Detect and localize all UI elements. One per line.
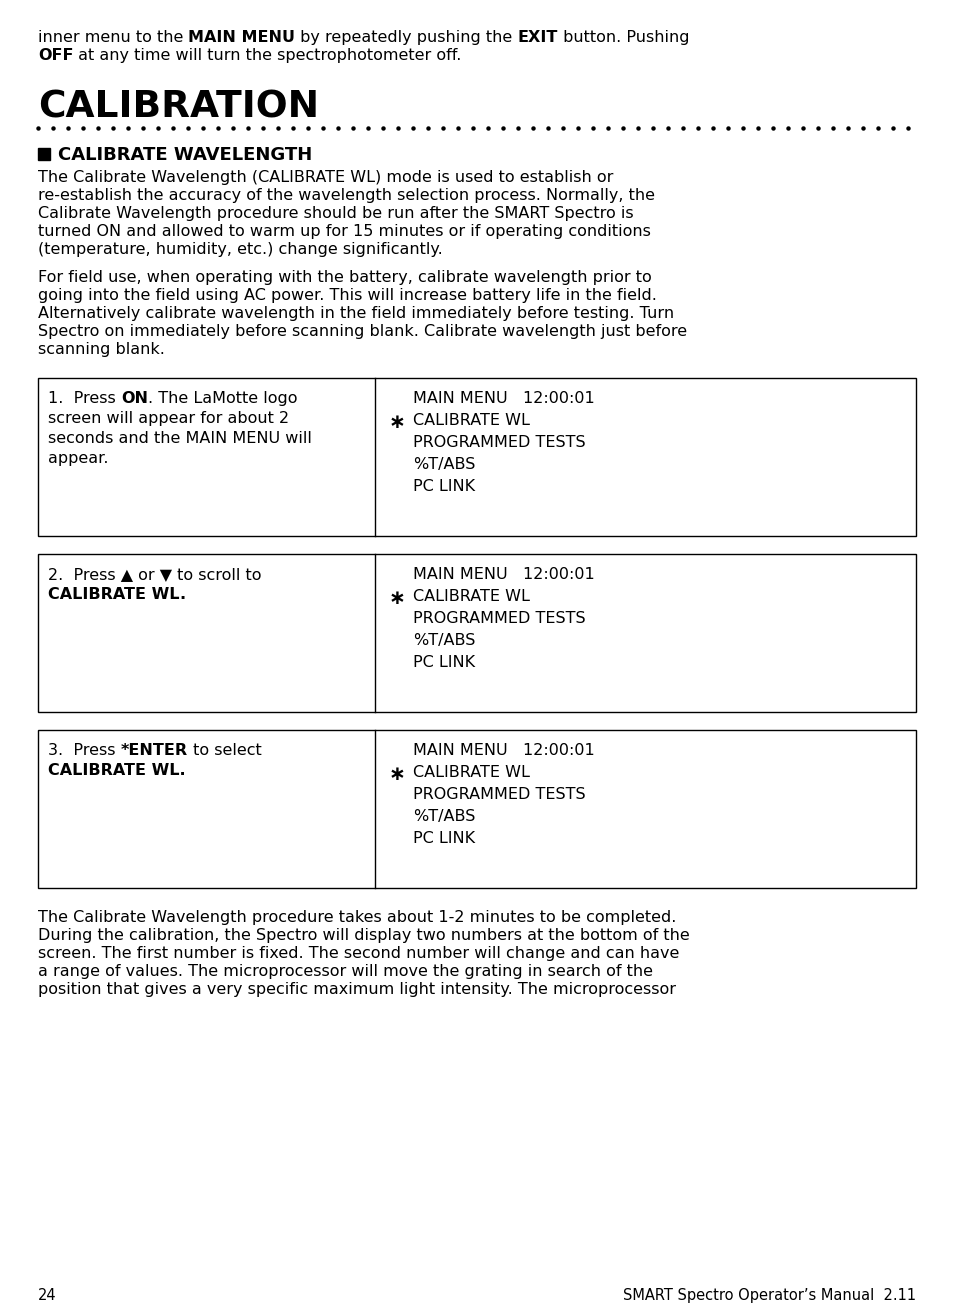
Text: CALIBRATE WL: CALIBRATE WL — [413, 765, 529, 781]
Text: *ENTER: *ENTER — [120, 743, 188, 758]
Text: PC LINK: PC LINK — [413, 655, 475, 670]
Text: CALIBRATE WL: CALIBRATE WL — [413, 413, 529, 428]
Text: appear.: appear. — [48, 451, 109, 466]
Text: MAIN MENU   12:00:01: MAIN MENU 12:00:01 — [413, 391, 594, 405]
Text: MAIN MENU   12:00:01: MAIN MENU 12:00:01 — [413, 743, 594, 758]
Text: .: . — [179, 586, 186, 602]
Text: screen will appear for about 2: screen will appear for about 2 — [48, 411, 289, 426]
Text: Alternatively calibrate wavelength in the field immediately before testing. Turn: Alternatively calibrate wavelength in th… — [38, 306, 674, 321]
Text: ∗: ∗ — [389, 413, 405, 432]
Text: going into the field using AC power. This will increase battery life in the fiel: going into the field using AC power. Thi… — [38, 289, 657, 303]
Text: a range of values. The microprocessor will move the grating in search of the: a range of values. The microprocessor wi… — [38, 964, 652, 979]
Text: MAIN MENU   12:00:01: MAIN MENU 12:00:01 — [413, 567, 594, 583]
Bar — [38, 148, 50, 160]
Text: PC LINK: PC LINK — [413, 830, 475, 846]
Text: . The LaMotte logo: . The LaMotte logo — [148, 391, 297, 405]
Text: Spectro on immediately before scanning blank. Calibrate wavelength just before: Spectro on immediately before scanning b… — [38, 324, 686, 338]
Text: turned ON and allowed to warm up for 15 minutes or if operating conditions: turned ON and allowed to warm up for 15 … — [38, 224, 650, 239]
Text: 2.  Press ▲ or ▼ to scroll to: 2. Press ▲ or ▼ to scroll to — [48, 567, 261, 583]
Text: 3.  Press: 3. Press — [48, 743, 120, 758]
Text: re-establish the accuracy of the wavelength selection process. Normally, the: re-establish the accuracy of the wavelen… — [38, 188, 655, 203]
Text: ∗: ∗ — [389, 765, 405, 785]
Text: The Calibrate Wavelength procedure takes about 1-2 minutes to be completed.: The Calibrate Wavelength procedure takes… — [38, 911, 676, 925]
Text: CALIBRATE WL.: CALIBRATE WL. — [48, 764, 186, 778]
Text: to select: to select — [188, 743, 261, 758]
Text: PC LINK: PC LINK — [413, 479, 475, 495]
Text: CALIBRATE WAVELENGTH: CALIBRATE WAVELENGTH — [58, 146, 312, 164]
Text: Calibrate Wavelength procedure should be run after the SMART Spectro is: Calibrate Wavelength procedure should be… — [38, 206, 633, 220]
Text: PROGRAMMED TESTS: PROGRAMMED TESTS — [413, 611, 585, 626]
Text: 1.  Press: 1. Press — [48, 391, 121, 405]
Text: For field use, when operating with the battery, calibrate wavelength prior to: For field use, when operating with the b… — [38, 270, 651, 285]
Bar — [38, 729, 915, 888]
Bar — [38, 378, 915, 537]
Text: screen. The first number is fixed. The second number will change and can have: screen. The first number is fixed. The s… — [38, 946, 679, 960]
Text: CALIBRATION: CALIBRATION — [38, 91, 319, 126]
Text: at any time will turn the spectrophotometer off.: at any time will turn the spectrophotome… — [73, 49, 461, 63]
Text: CALIBRATE WL: CALIBRATE WL — [413, 589, 529, 604]
Text: by repeatedly pushing the: by repeatedly pushing the — [295, 30, 517, 45]
Text: 24: 24 — [38, 1288, 56, 1303]
Text: scanning blank.: scanning blank. — [38, 342, 165, 357]
Text: position that gives a very specific maximum light intensity. The microprocessor: position that gives a very specific maxi… — [38, 981, 676, 997]
Text: inner menu to the: inner menu to the — [38, 30, 189, 45]
Text: EXIT: EXIT — [517, 30, 558, 45]
Text: The Calibrate Wavelength (CALIBRATE WL) mode is used to establish or: The Calibrate Wavelength (CALIBRATE WL) … — [38, 171, 613, 185]
Text: seconds and the MAIN MENU will: seconds and the MAIN MENU will — [48, 432, 312, 446]
Text: %T/ABS: %T/ABS — [413, 632, 475, 648]
Text: %T/ABS: %T/ABS — [413, 810, 475, 824]
Bar — [38, 554, 915, 712]
Text: OFF: OFF — [38, 49, 73, 63]
Text: MAIN MENU: MAIN MENU — [189, 30, 295, 45]
Text: SMART Spectro Operator’s Manual  2.11: SMART Spectro Operator’s Manual 2.11 — [622, 1288, 915, 1303]
Text: PROGRAMMED TESTS: PROGRAMMED TESTS — [413, 787, 585, 802]
Text: CALIBRATE WL: CALIBRATE WL — [48, 586, 179, 602]
Text: %T/ABS: %T/ABS — [413, 457, 475, 472]
Text: ON: ON — [121, 391, 148, 405]
Text: During the calibration, the Spectro will display two numbers at the bottom of th: During the calibration, the Spectro will… — [38, 928, 689, 943]
Text: ∗: ∗ — [389, 589, 405, 607]
Text: PROGRAMMED TESTS: PROGRAMMED TESTS — [413, 436, 585, 450]
Text: (temperature, humidity, etc.) change significantly.: (temperature, humidity, etc.) change sig… — [38, 241, 442, 257]
Text: button. Pushing: button. Pushing — [558, 30, 689, 45]
